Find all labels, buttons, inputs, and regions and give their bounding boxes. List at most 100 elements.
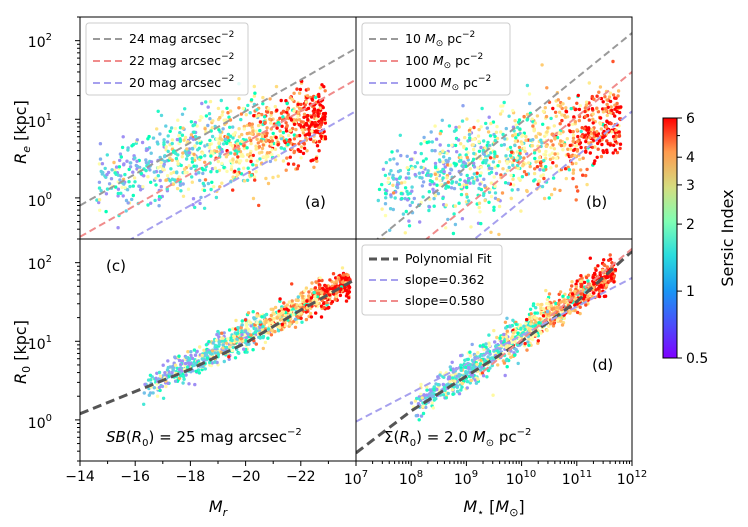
data-point: [421, 411, 426, 416]
data-point: [125, 159, 129, 163]
data-point: [100, 162, 105, 166]
data-point: [299, 311, 303, 315]
data-point: [218, 185, 222, 189]
data-point: [254, 163, 258, 168]
colorbar-tick-label: 3: [686, 178, 695, 194]
data-point: [574, 107, 578, 112]
data-point: [486, 140, 490, 145]
data-point: [248, 111, 252, 115]
data-point: [493, 184, 497, 188]
data-point: [236, 155, 240, 159]
data-point: [484, 161, 488, 165]
data-point: [409, 401, 414, 405]
data-point: [157, 197, 161, 202]
data-point: [558, 104, 563, 108]
data-point: [193, 144, 197, 148]
data-point: [521, 164, 525, 168]
data-point: [577, 107, 582, 112]
data-point: [155, 371, 159, 375]
data-point: [487, 344, 492, 348]
data-point: [584, 275, 589, 280]
data-point: [410, 189, 414, 193]
data-point: [182, 167, 187, 171]
data-point: [475, 178, 480, 182]
data-point: [183, 135, 188, 140]
data-point: [295, 134, 299, 138]
data-point: [158, 164, 163, 169]
data-point: [531, 303, 536, 308]
data-point: [171, 149, 176, 154]
data-point: [503, 137, 507, 141]
data-point: [526, 340, 530, 344]
data-point: [315, 301, 319, 305]
data-point: [599, 127, 603, 131]
data-point: [513, 132, 517, 136]
data-point: [178, 126, 183, 130]
data-point: [565, 137, 569, 141]
data-point: [438, 143, 442, 147]
data-point: [509, 173, 513, 178]
data-point: [177, 175, 181, 179]
data-point: [551, 176, 556, 180]
data-point: [472, 137, 477, 141]
data-point: [605, 139, 609, 143]
legend-a-label-24: 24 mag arcsec−2: [129, 30, 234, 46]
data-point: [285, 107, 290, 112]
data-point: [273, 158, 278, 162]
data-point: [441, 196, 445, 201]
data-point: [487, 200, 491, 204]
data-point: [574, 161, 578, 166]
data-point: [248, 123, 252, 127]
data-point: [459, 184, 464, 189]
data-point: [398, 168, 402, 173]
data-point: [586, 131, 590, 135]
data-point: [119, 155, 124, 159]
data-point: [166, 149, 170, 154]
data-point: [444, 203, 448, 207]
data-point: [470, 342, 474, 347]
data-point: [459, 388, 463, 392]
data-point: [245, 158, 249, 163]
data-point: [158, 178, 162, 183]
data-point: [162, 140, 166, 145]
data-point: [144, 168, 148, 173]
data-point: [240, 333, 244, 337]
data-point: [200, 101, 204, 106]
data-point: [208, 360, 212, 365]
data-point: [264, 176, 268, 181]
data-point: [469, 373, 474, 377]
data-point: [104, 192, 109, 196]
data-point: [314, 156, 319, 160]
data-point: [259, 139, 263, 143]
data-point: [214, 338, 219, 342]
data-point: [430, 140, 434, 144]
data-point: [544, 114, 549, 119]
data-point: [585, 182, 589, 187]
legend-d: Polynomial Fit slope=0.362 slope=0.580: [361, 244, 503, 316]
data-point: [126, 201, 130, 205]
data-point: [460, 217, 465, 221]
data-point: [198, 118, 202, 123]
data-point: [315, 289, 320, 293]
data-point: [221, 127, 225, 131]
data-point: [325, 289, 329, 293]
data-point: [227, 139, 231, 143]
panel-label-b: (b): [586, 193, 607, 211]
data-point: [542, 158, 546, 163]
data-point: [266, 327, 271, 331]
data-point: [288, 322, 292, 326]
y-tick-label-top-10: 101: [28, 112, 52, 131]
data-point: [149, 151, 153, 155]
data-point: [465, 117, 469, 121]
data-point: [479, 171, 483, 175]
data-point: [282, 301, 286, 305]
data-point: [294, 127, 298, 132]
data-point: [505, 337, 510, 342]
data-point: [124, 209, 128, 213]
data-point: [151, 391, 155, 395]
data-point: [430, 394, 434, 398]
data-point: [403, 231, 407, 235]
data-point: [472, 125, 476, 130]
data-point: [546, 306, 551, 310]
data-point: [282, 147, 287, 151]
